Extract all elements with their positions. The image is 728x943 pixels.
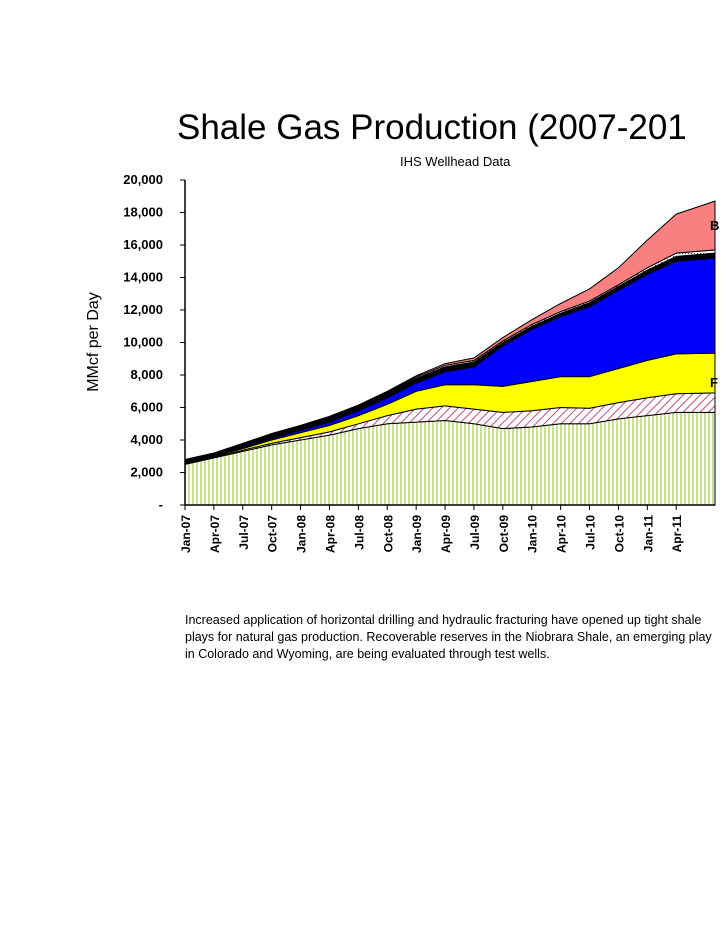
y-tick-label: 20,000 (123, 172, 163, 187)
area-salmon (184, 200, 716, 461)
x-tick-label: Jan-10 (526, 515, 540, 553)
side-label-b: B (710, 218, 720, 233)
y-tick-label: 6,000 (130, 400, 163, 415)
y-tick-label: 4,000 (130, 432, 163, 447)
y-tick-label: 14,000 (123, 270, 163, 285)
x-tick-label: Jul-09 (468, 515, 482, 550)
area-series-group (184, 200, 716, 506)
x-tick-label: Oct-07 (266, 515, 280, 553)
y-tick-label: 10,000 (123, 335, 163, 350)
side-label-f: F (710, 375, 718, 390)
x-tick-label: Jul-08 (352, 515, 366, 550)
x-tick-label: Apr-07 (208, 515, 222, 553)
caption-text: Increased application of horizontal dril… (185, 613, 712, 661)
x-tick-label: Jul-10 (584, 515, 598, 550)
chart-title: Shale Gas Production (2007-201 (177, 108, 687, 147)
y-tick-label: - (159, 497, 163, 512)
axes-group: 20,000 18,000 16,000 14,000 12,000 10,000 8,00… (123, 172, 715, 553)
x-tick-label: Apr-08 (323, 515, 337, 553)
y-tick-label: 18,000 (123, 205, 163, 220)
y-tick-label: 2,000 (130, 465, 163, 480)
x-tick-label: Oct-08 (381, 515, 395, 553)
x-tick-label: Jan-08 (295, 515, 309, 553)
x-tick-label: Jan-11 (641, 515, 655, 553)
x-tick-label: Jan-09 (410, 515, 424, 553)
x-tick-label: Oct-10 (612, 515, 626, 553)
x-tick-label: Apr-10 (555, 515, 569, 553)
x-tick-label: Jan-07 (179, 515, 193, 553)
y-tick-label: 12,000 (123, 302, 163, 317)
x-tick-label: Jul-07 (237, 515, 251, 550)
area-green (184, 411, 716, 506)
x-tick-label: Apr-11 (670, 515, 684, 553)
y-tick-label: 16,000 (123, 237, 163, 252)
x-tick-label: Oct-09 (497, 515, 511, 553)
x-tick-label: Apr-09 (439, 515, 453, 553)
y-tick-label: 8,000 (130, 367, 163, 382)
chart-subtitle: IHS Wellhead Data (400, 154, 511, 169)
